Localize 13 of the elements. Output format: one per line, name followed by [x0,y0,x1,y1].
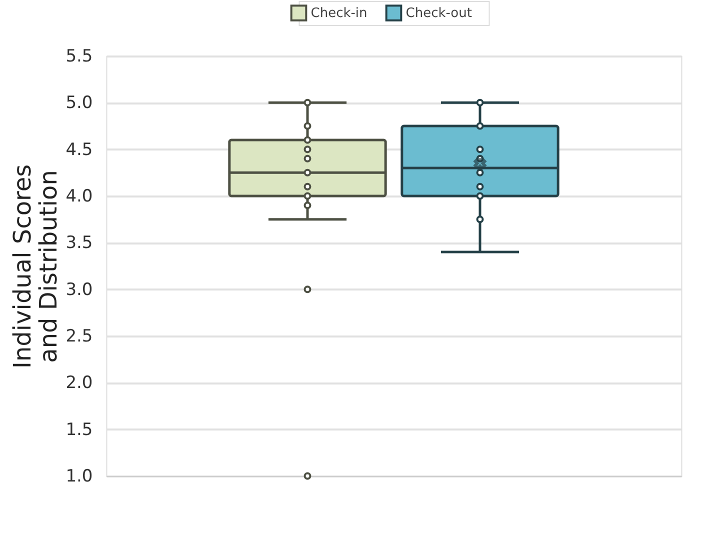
y-tick-label: 2.5 [66,326,93,346]
legend-label: Check-in [310,6,368,21]
y-tick-label: 1.5 [66,420,93,440]
y-tick-label: 3.5 [66,233,93,254]
y-tick-label: 4.5 [66,140,93,160]
y-tick-label: 2.0 [66,373,93,394]
y-tick-label: 5.5 [66,46,93,66]
y-tick-label: 1.0 [66,466,93,486]
y-tick-label: 3.0 [66,280,93,300]
y-tick-label: 5.0 [66,93,93,114]
y-tick-label: 4.0 [66,186,93,206]
legend-label: Check-out [406,6,472,21]
y-axis-title: Individual Scores and Distribution [8,164,63,369]
